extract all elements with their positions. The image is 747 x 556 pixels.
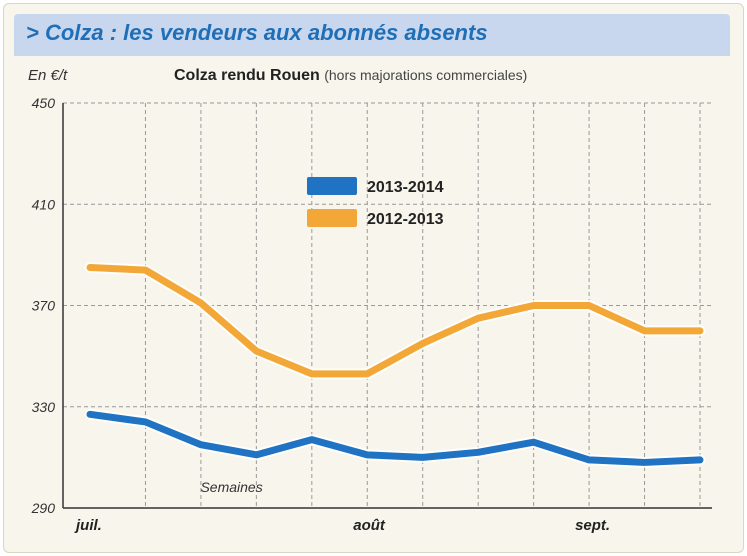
x-tick-label: juil. bbox=[74, 517, 102, 534]
x-tick-label: août bbox=[353, 517, 386, 534]
y-tick-label: 370 bbox=[32, 298, 56, 314]
data-point bbox=[311, 373, 313, 375]
data-point bbox=[533, 305, 535, 306]
data-point bbox=[477, 317, 479, 319]
tick-labels: 450 410 370 330 290 juil. août sept. Semaines bbox=[31, 95, 610, 534]
data-point bbox=[89, 413, 91, 415]
legend-swatch bbox=[307, 177, 357, 195]
data-point bbox=[366, 454, 368, 456]
y-tick-label: 450 bbox=[32, 95, 56, 111]
y-tick-label: 410 bbox=[32, 196, 56, 212]
data-point bbox=[533, 441, 535, 443]
data-point bbox=[144, 269, 146, 271]
legend: 2013-2014 2012-2013 bbox=[307, 177, 444, 228]
axes bbox=[62, 103, 712, 509]
data-point bbox=[255, 454, 257, 456]
header-banner: > Colza : les vendeurs aux abonnés absen… bbox=[14, 14, 730, 56]
legend-label: 2013-2014 bbox=[367, 179, 444, 196]
data-point bbox=[477, 451, 479, 453]
series-line-2012-2013 bbox=[86, 264, 704, 378]
y-axis-unit: En €/t bbox=[28, 67, 68, 84]
data-point bbox=[311, 439, 313, 441]
chart-title-line: Colza rendu Rouen (hors majorations comm… bbox=[174, 67, 527, 85]
data-point bbox=[200, 444, 202, 446]
data-point bbox=[89, 267, 91, 269]
data-point bbox=[699, 459, 701, 461]
data-point bbox=[422, 456, 424, 458]
chart-subtitle: (hors majorations commerciales) bbox=[324, 67, 528, 83]
series-layer bbox=[84, 262, 706, 468]
chart-frame: > Colza : les vendeurs aux abonnés absen… bbox=[3, 3, 744, 553]
y-tick-label: 290 bbox=[31, 500, 56, 516]
data-point bbox=[588, 305, 590, 306]
grid bbox=[63, 102, 712, 508]
x-tick-label: sept. bbox=[575, 517, 610, 534]
data-point bbox=[366, 373, 368, 375]
x-axis-label: Semaines bbox=[200, 479, 262, 495]
header-title: > Colza : les vendeurs aux abonnés absen… bbox=[26, 20, 488, 45]
data-point bbox=[422, 342, 424, 344]
y-tick-label: 330 bbox=[32, 399, 56, 415]
data-point bbox=[255, 350, 257, 352]
data-point bbox=[200, 302, 202, 304]
data-point bbox=[144, 421, 146, 423]
series-line-2013-2014 bbox=[86, 410, 704, 466]
data-point bbox=[644, 330, 646, 332]
legend-label: 2012-2013 bbox=[367, 211, 444, 228]
chart-title: Colza rendu Rouen bbox=[174, 67, 320, 84]
data-point bbox=[644, 461, 646, 463]
data-point bbox=[588, 459, 590, 461]
data-point bbox=[699, 330, 701, 332]
legend-swatch bbox=[307, 209, 357, 227]
